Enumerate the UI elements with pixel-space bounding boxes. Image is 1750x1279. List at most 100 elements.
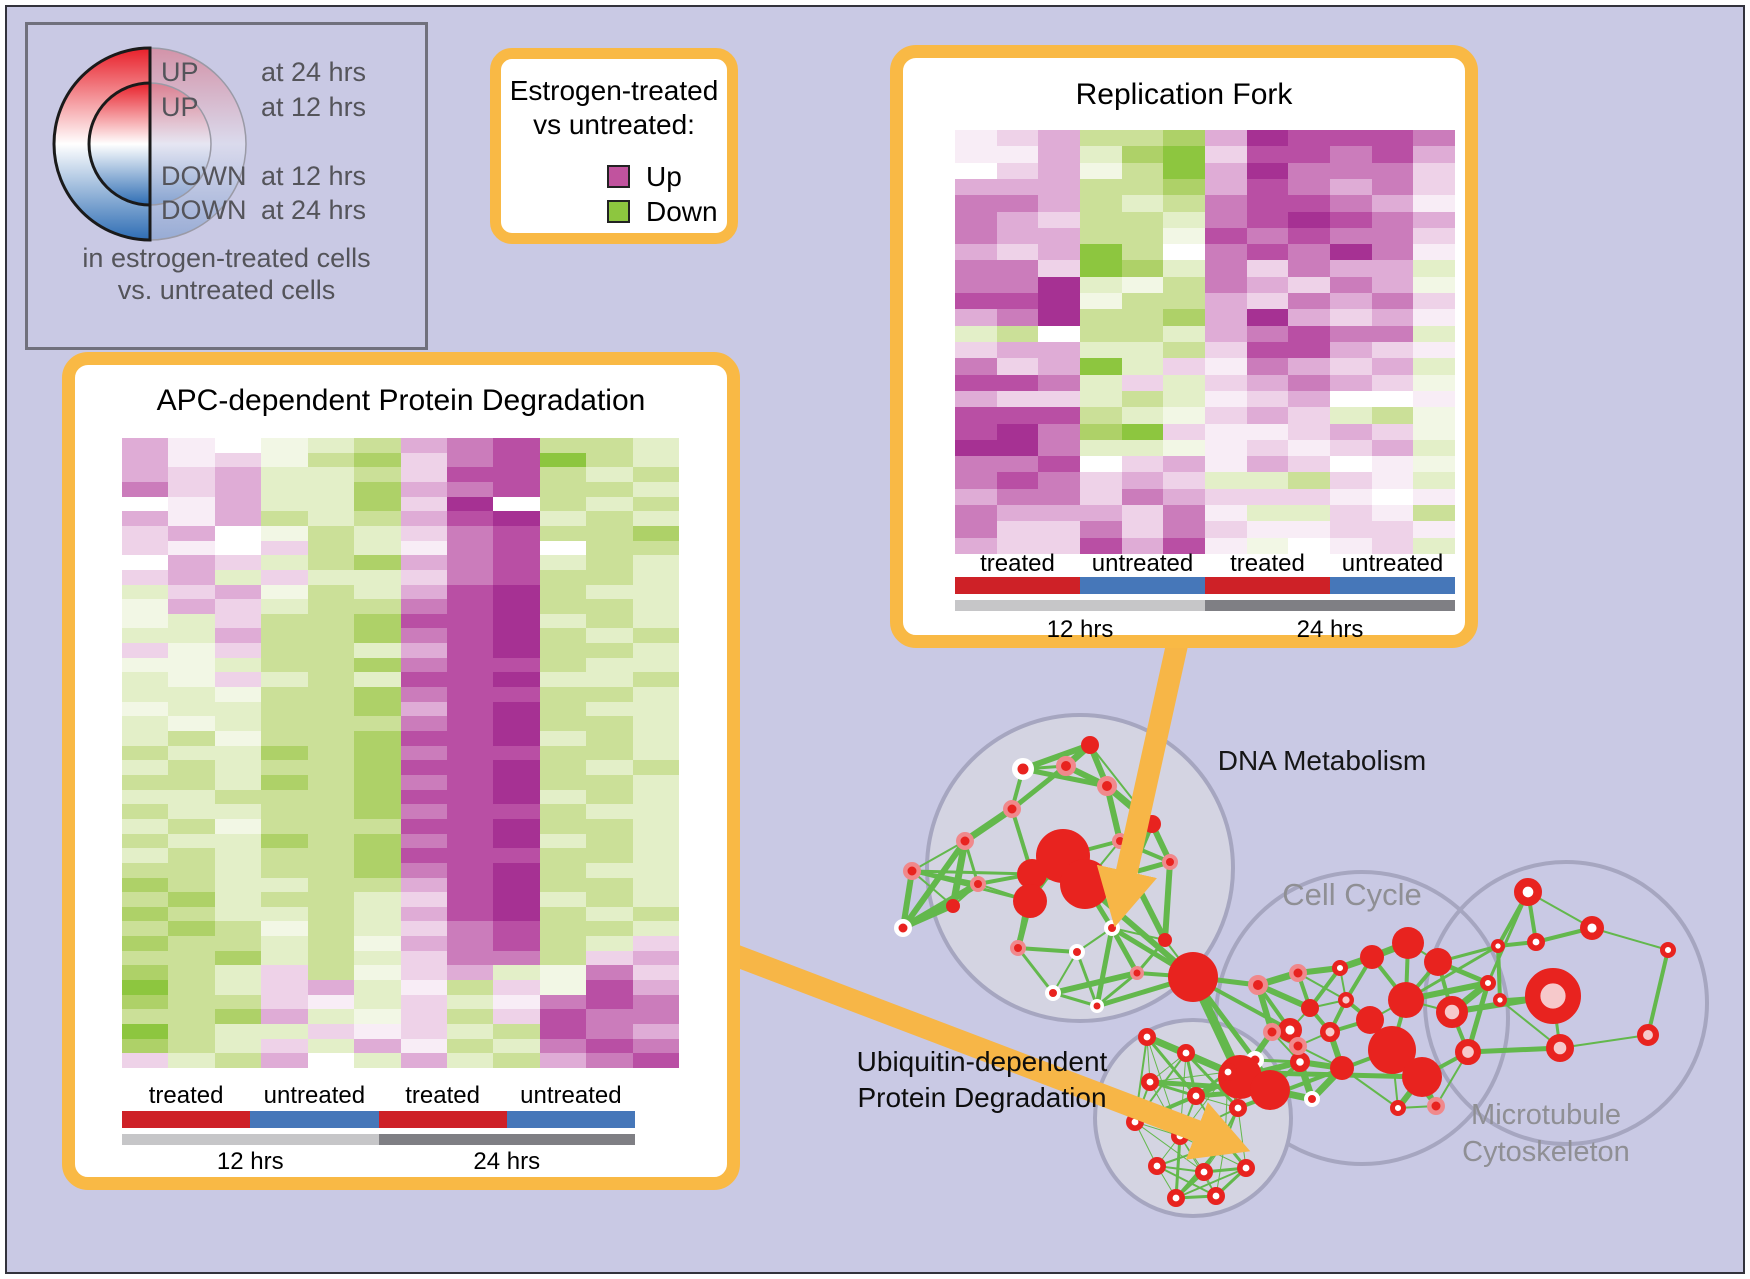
heatmap-cell — [1371, 505, 1414, 522]
heatmap-cell — [539, 525, 587, 541]
heatmap-cell — [168, 555, 215, 570]
heatmap-cell — [1371, 244, 1414, 261]
heatmap-cell — [446, 1024, 494, 1039]
heatmap-cell — [1288, 211, 1330, 228]
heatmap-cell — [400, 716, 447, 732]
heatmap-cell — [168, 965, 215, 981]
gene-node — [1331, 959, 1348, 976]
heatmap-cell — [632, 452, 679, 468]
heatmap-cell — [168, 701, 215, 717]
heatmap-cell — [446, 613, 494, 629]
heatmap-cell — [122, 657, 169, 673]
heatmap-cell — [586, 950, 633, 966]
rf-bar-treated-12 — [955, 577, 1080, 594]
heatmap-cell — [1080, 407, 1122, 424]
heatmap-cell — [1371, 211, 1414, 228]
heatmap-cell — [354, 936, 401, 951]
heatmap-cell — [446, 789, 494, 805]
gene-node — [1402, 1057, 1442, 1097]
heatmap-cell — [632, 994, 679, 1010]
network-edge — [1010, 764, 1068, 811]
gene-node — [1289, 964, 1307, 982]
heatmap-cell — [1121, 407, 1164, 424]
heatmap-cell — [955, 162, 997, 179]
heatmap-cell — [1246, 456, 1289, 473]
heatmap-cell — [214, 804, 262, 819]
heatmap-cell — [1371, 407, 1414, 424]
heatmap-cell — [539, 848, 587, 863]
heatmap-cell — [996, 146, 1039, 163]
heatmap-cell — [214, 628, 262, 644]
heatmap-cell — [1246, 309, 1289, 326]
heatmap-cell — [261, 628, 308, 644]
cluster-label: Ubiquitin-dependent — [857, 1046, 1108, 1077]
heatmap-cell — [261, 1038, 308, 1054]
heatmap-cell — [307, 672, 355, 688]
gene-node — [1513, 878, 1542, 907]
heatmap-cell — [632, 877, 679, 893]
heatmap-cell — [122, 848, 169, 863]
heatmap-cell — [1371, 488, 1414, 506]
heatmap-cell — [493, 599, 540, 614]
heatmap-cell — [261, 599, 308, 614]
heatmap-cell — [1163, 472, 1205, 489]
gene-node — [1392, 927, 1424, 959]
rf-group-treated-12: treated — [980, 550, 1055, 577]
heatmap-cell — [307, 965, 355, 981]
heatmap-cell — [214, 672, 262, 688]
cluster-label: Cell Cycle — [1282, 877, 1422, 912]
heatmap-cell — [1163, 358, 1205, 375]
heatmap-cell — [354, 745, 401, 761]
rf-group-untreated-12: untreated — [1091, 550, 1194, 577]
heatmap-cell — [632, 599, 679, 614]
heatmap-cell — [586, 584, 633, 600]
heatmap-cell — [168, 877, 215, 893]
heatmap-cell — [493, 877, 540, 893]
network-edge — [1646, 949, 1670, 1036]
heatmap-cell — [955, 244, 997, 261]
heatmap-cell — [955, 130, 997, 147]
network-edge — [1109, 926, 1140, 975]
heatmap-cell — [1121, 227, 1164, 245]
heatmap-cell — [996, 341, 1039, 359]
heatmap-cell — [214, 438, 262, 453]
heatmap-cell — [168, 994, 215, 1010]
heatmap-cell — [955, 505, 997, 522]
heatmap-cell — [1413, 488, 1455, 506]
heatmap-cell — [955, 276, 997, 294]
up-swatch — [607, 165, 630, 188]
heatmap-cell — [1080, 537, 1122, 554]
heatmap-cell — [261, 716, 308, 732]
heatmap-cell — [539, 555, 587, 570]
heatmap-cell — [1371, 423, 1414, 440]
heatmap-cell — [632, 525, 679, 541]
heatmap-cell — [446, 511, 494, 526]
heatmap-cell — [354, 774, 401, 790]
up-label: Up — [646, 161, 682, 192]
heatmap-cell — [996, 195, 1039, 212]
heatmap-cell — [1080, 439, 1122, 457]
heatmap-cell — [632, 701, 679, 717]
gene-node — [1424, 948, 1452, 976]
heatmap-cell — [1246, 325, 1289, 342]
heatmap-cell — [1205, 211, 1247, 228]
heatmap-cell — [168, 628, 215, 644]
heatmap-cell — [122, 877, 169, 893]
heatmap-cell — [261, 774, 308, 790]
heatmap-cell — [307, 657, 355, 673]
heatmap-cell — [1371, 130, 1414, 147]
heatmap-cell — [354, 1024, 401, 1039]
heatmap-cell — [446, 774, 494, 790]
apc-group-treated-24: treated — [405, 1082, 480, 1109]
heatmap-cell — [1413, 130, 1455, 147]
heatmap-cell — [1330, 293, 1372, 310]
heatmap-cell — [1330, 341, 1372, 359]
heatmap-cell — [493, 716, 540, 732]
heatmap-cell — [539, 936, 587, 951]
heatmap-cell — [1330, 537, 1372, 554]
heatmap-cell — [1121, 521, 1164, 538]
heatmap-cell — [1205, 488, 1247, 506]
heatmap-cell — [586, 643, 633, 658]
heatmap-cell — [1163, 227, 1205, 245]
heatmap-cell — [1413, 358, 1455, 375]
